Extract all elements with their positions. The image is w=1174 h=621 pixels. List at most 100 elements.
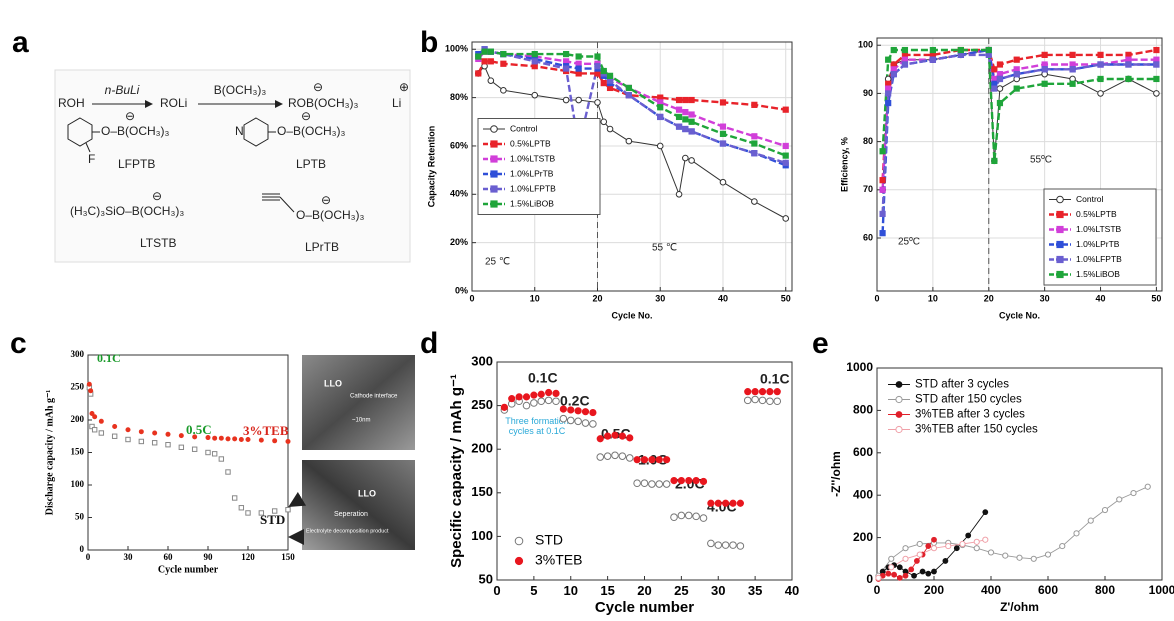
panel-label: e — [812, 327, 829, 360]
x-tick-label: 30 — [711, 583, 725, 598]
reagent: ROLi — [160, 96, 187, 110]
data-point — [925, 570, 932, 577]
data-point — [238, 436, 244, 442]
data-point — [782, 106, 789, 113]
data-point — [633, 456, 641, 464]
data-point — [138, 429, 144, 435]
data-point — [914, 558, 920, 564]
data-point — [729, 541, 737, 549]
data-point — [604, 432, 612, 440]
data-point — [1041, 80, 1048, 87]
data-point — [888, 555, 895, 562]
bond — [279, 196, 295, 213]
data-point — [707, 499, 715, 507]
y-tick-label: 800 — [853, 403, 873, 417]
data-point — [1125, 75, 1132, 83]
data-point — [996, 75, 1004, 83]
data-point — [890, 71, 897, 78]
x-tick-label: 20 — [984, 293, 994, 303]
data-point — [225, 469, 231, 475]
data-point — [531, 50, 538, 58]
data-point — [537, 397, 546, 406]
data-point — [991, 157, 998, 164]
data-point — [675, 191, 683, 198]
legend-marker — [490, 140, 498, 148]
legend-marker — [1056, 225, 1064, 234]
data-point — [1097, 51, 1104, 58]
y-tick-label: 250 — [471, 397, 493, 412]
legend-marker — [490, 185, 498, 193]
y-tick-label: 250 — [71, 382, 85, 392]
compound-name: LPrTB — [305, 240, 339, 254]
data-point — [896, 564, 903, 571]
x-axis-label: Cycle number — [158, 564, 219, 575]
scheme-frame — [54, 69, 411, 263]
reagent: B(OCH₃)₃ — [214, 83, 267, 97]
data-point — [879, 177, 886, 184]
y-tick-label: 400 — [853, 487, 873, 501]
data-point — [688, 128, 695, 135]
x-tick-label: 20 — [592, 293, 602, 303]
data-point — [719, 140, 727, 147]
data-point — [600, 67, 607, 75]
x-tick-label: 5 — [530, 583, 537, 598]
data-point — [942, 558, 949, 564]
data-point — [699, 477, 708, 486]
data-point — [908, 566, 915, 573]
x-tick-label: 30 — [655, 293, 665, 303]
y-tick-label: 200 — [853, 530, 873, 544]
data-point — [782, 215, 790, 222]
y-tick-label: 80% — [450, 92, 468, 102]
panel-label: d — [420, 327, 438, 360]
data-point — [596, 435, 604, 443]
data-point — [879, 210, 886, 217]
data-point — [530, 399, 538, 407]
y-tick-label: 150 — [71, 447, 85, 457]
data-point — [682, 125, 689, 133]
data-point — [1144, 483, 1151, 490]
data-point — [1013, 85, 1020, 92]
reagent: n-BuLi — [105, 83, 140, 97]
bond — [85, 142, 91, 153]
data-point — [165, 442, 171, 448]
plot-frame — [87, 354, 289, 551]
x-tick-label: 15 — [600, 583, 614, 598]
product: Li — [392, 96, 401, 110]
data-point — [985, 46, 992, 54]
data-point — [656, 142, 664, 150]
x-tick-label: 40 — [718, 293, 728, 303]
data-point — [531, 91, 539, 99]
data-point — [1097, 75, 1104, 83]
ring — [67, 117, 93, 147]
legend-marker — [490, 155, 498, 163]
data-point — [475, 70, 482, 77]
data-point — [721, 541, 730, 549]
data-point — [531, 58, 538, 65]
y-axis-label: Capacity Retention — [426, 126, 436, 208]
data-point — [973, 538, 980, 545]
tem-label: LLO — [324, 378, 342, 388]
annotation: 55ºC — [1030, 155, 1052, 166]
x-tick-label: 0 — [86, 552, 91, 562]
data-point — [545, 388, 553, 397]
data-point — [751, 150, 758, 157]
legend: STD after 3 cycles STD after 150 cycles 3%… — [888, 379, 1038, 436]
legend-label: STD after 150 cycles — [915, 394, 1022, 406]
data-point — [879, 148, 886, 155]
data-point — [640, 479, 649, 488]
data-point — [88, 388, 94, 394]
charge: ⊖ — [313, 80, 323, 94]
data-point — [475, 53, 482, 60]
data-point — [991, 85, 998, 92]
data-point — [626, 434, 634, 442]
data-point — [500, 403, 508, 411]
data-point — [271, 508, 278, 514]
data-point — [879, 230, 886, 237]
legend: STD 3%TEB — [514, 532, 582, 568]
data-point — [562, 96, 570, 104]
data-point — [751, 140, 758, 147]
y-tick-label: 200 — [71, 414, 85, 424]
data-point — [722, 499, 730, 507]
legend-label: 1.0%LTSTB — [1076, 224, 1122, 234]
data-point — [743, 396, 752, 405]
